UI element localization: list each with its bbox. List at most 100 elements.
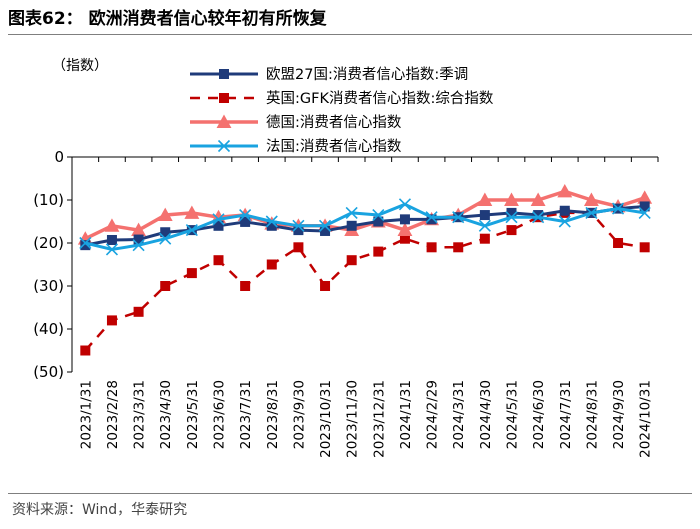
data-point [397, 222, 413, 237]
data-point [133, 234, 144, 245]
data-point [505, 211, 518, 224]
data-point [504, 192, 519, 206]
data-point [479, 233, 490, 244]
x-tick-label: 2023/3/31 [132, 380, 148, 449]
x-tick-label: 2024/3/31 [451, 380, 467, 449]
data-point [426, 214, 437, 225]
data-point [557, 183, 573, 198]
x-tick-label: 2023/12/31 [371, 380, 387, 458]
data-point [530, 192, 546, 206]
data-point [265, 215, 278, 228]
data-point [426, 242, 437, 253]
data-point [478, 219, 491, 232]
data-point [133, 306, 144, 317]
legend-label: 法国:消费者信心指数 [266, 138, 402, 155]
data-point [398, 198, 412, 211]
y-axis-unit-label: （指数） [52, 58, 108, 74]
data-point [213, 255, 224, 266]
data-point [219, 69, 229, 79]
data-point [106, 234, 117, 245]
source-note: 资料来源：Wind，华泰研究 [12, 502, 188, 518]
x-tick-label: 2023/7/31 [238, 380, 254, 449]
data-point [639, 242, 650, 253]
data-point [639, 201, 650, 212]
data-point [217, 139, 231, 153]
data-point [293, 242, 304, 253]
data-point [533, 210, 544, 221]
data-point [346, 220, 357, 231]
x-tick-label: 2023/4/30 [158, 380, 174, 449]
legend-entry-2: 英国:GFK消费者信心指数:综合指数 [190, 89, 494, 107]
legend-entry-4: 法国:消费者信心指数 [190, 138, 402, 155]
series-line [84, 211, 645, 352]
series-4 [79, 198, 651, 256]
data-point [611, 202, 625, 215]
y-tick-label: 0 [54, 148, 64, 166]
data-point [346, 255, 357, 266]
axes: 0 (10) (20) (30) (40) (50) 2023/1/31 2023/2/28 2… [33, 148, 659, 458]
legend-label: 英国:GFK消费者信心指数:综合指数 [266, 89, 494, 107]
data-point [239, 208, 252, 222]
data-point [105, 243, 119, 256]
y-tick-label: (10) [33, 191, 64, 209]
data-point [186, 268, 197, 279]
data-point [293, 225, 304, 236]
series-layer [77, 183, 653, 356]
x-tick-label: 2023/6/30 [212, 380, 228, 449]
data-point [425, 211, 438, 224]
x-tick-label: 2023/2/28 [105, 380, 121, 449]
data-point [637, 190, 653, 204]
data-point [216, 114, 232, 128]
data-point [372, 208, 385, 222]
data-point [479, 210, 490, 221]
y-tick-label: (20) [33, 234, 64, 252]
data-point [184, 205, 200, 219]
data-point [213, 220, 224, 231]
x-tick-label: 2024/6/30 [531, 380, 547, 449]
data-point [159, 232, 172, 245]
data-point [318, 219, 332, 232]
data-point [345, 206, 358, 219]
data-point [373, 216, 384, 227]
legend-entry-1: 欧盟27国:消费者信心指数:季调 [190, 66, 468, 83]
data-point [373, 246, 384, 257]
data-point [104, 218, 120, 232]
data-point [79, 236, 92, 250]
data-point [583, 192, 599, 206]
data-point [320, 225, 331, 236]
data-point [320, 281, 331, 291]
data-point [559, 205, 570, 216]
data-point [106, 315, 117, 326]
data-point [532, 211, 545, 224]
data-point [453, 242, 464, 253]
x-tick-label: 2023/5/31 [185, 380, 201, 449]
data-point [212, 213, 225, 226]
data-point [160, 227, 171, 238]
series-line [84, 189, 646, 241]
source-divider [8, 493, 692, 494]
x-tick-label: 2023/11/30 [345, 380, 361, 458]
series-1 [80, 201, 650, 251]
data-point [219, 93, 229, 103]
data-point [506, 225, 517, 236]
data-point [266, 220, 277, 231]
data-point [240, 216, 251, 227]
legend-entry-3: 德国:消费者信心指数 [190, 114, 402, 131]
title-divider [8, 34, 692, 35]
x-tick-label: 2024/10/31 [638, 380, 654, 458]
data-point [131, 222, 147, 237]
x-tick-label: 2023/10/31 [318, 380, 334, 458]
data-point [638, 206, 651, 219]
x-tick-label: 2024/9/30 [611, 380, 627, 449]
y-tick-label: (50) [33, 363, 64, 381]
data-point [506, 207, 517, 218]
data-point [452, 211, 465, 224]
data-point [80, 345, 91, 356]
data-point [585, 206, 598, 219]
data-point [292, 219, 305, 232]
x-tick-label: 2023/8/31 [265, 380, 281, 449]
data-point [613, 238, 624, 248]
data-point [266, 259, 277, 270]
data-point [399, 214, 410, 225]
